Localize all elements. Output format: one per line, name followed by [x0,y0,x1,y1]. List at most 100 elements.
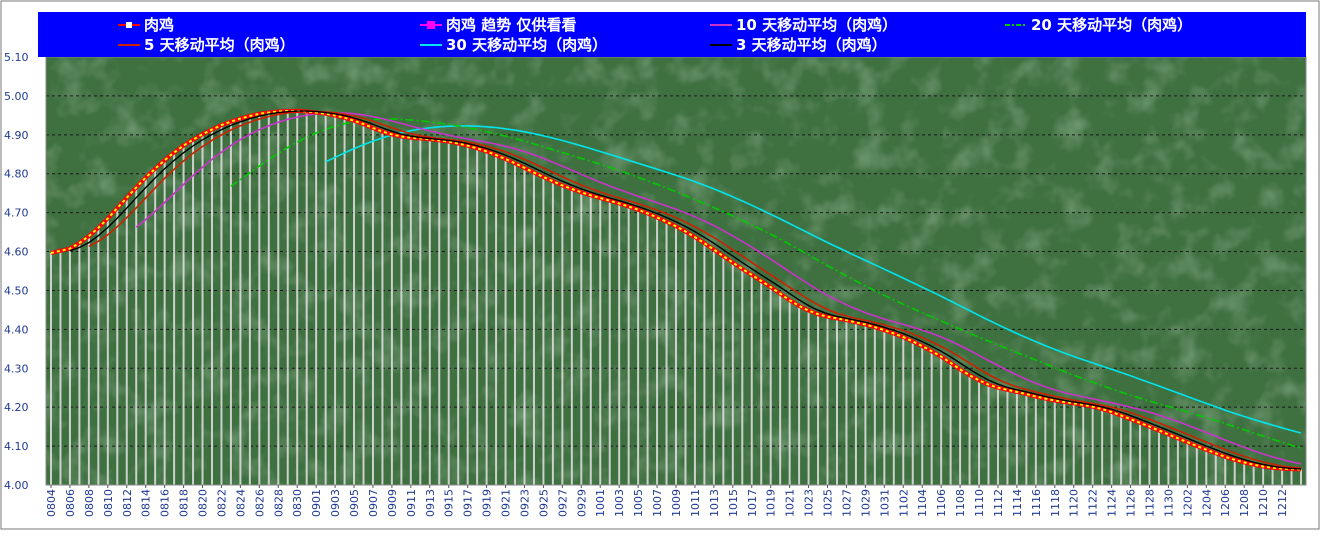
price-bar [779,293,782,485]
x-tick-label: 0911 [405,489,418,517]
price-bar [1025,394,1028,485]
ma30-line [325,125,1302,434]
price-bar [1120,415,1123,485]
price-bar [495,155,498,485]
price-bar [892,333,895,485]
price-bar [817,314,820,485]
price-bar [608,200,611,485]
price-bar [485,151,488,485]
x-tick-label: 1128 [1143,489,1156,517]
legend-label: 肉鸡 [144,16,174,34]
x-tick-label: 1124 [1106,489,1119,517]
price-bar [627,206,630,485]
x-axis: 0804 0806 0808 0810 0812 0814 0816 0818 0820 0822… [45,485,1289,517]
x-tick-label: 0818 [178,489,191,517]
price-bar [106,218,109,485]
price-bar [1110,412,1113,485]
price-bar [703,243,706,485]
x-tick-label: 0905 [348,489,361,517]
price-bar [248,115,251,485]
price-bar [116,207,119,485]
price-bar [1214,453,1217,485]
price-bar [921,346,924,485]
x-tick-label: 0919 [481,489,494,517]
x-tick-label: 1021 [784,489,797,517]
price-bar [580,192,583,485]
price-bar [760,280,763,485]
x-tick-label: 1108 [954,489,967,517]
price-bar [646,213,649,485]
price-bar [1195,445,1198,485]
legend-label: 10 天移动平均（肉鸡） [736,16,897,34]
legend-label: 30 天移动平均（肉鸡） [446,36,607,54]
x-tick-label: 1106 [935,489,948,517]
x-tick-label: 1104 [916,489,929,517]
y-tick-label: 4.90 [4,129,29,142]
price-bar [315,112,318,485]
price-bar [1224,456,1227,485]
x-tick-label: 1122 [1087,489,1100,517]
y-tick-label: 4.30 [4,362,29,375]
x-tick-label: 1114 [1011,489,1024,517]
x-tick-label: 1102 [897,489,910,517]
price-bar [381,131,384,485]
price-bar [675,226,677,485]
price-bar [504,159,507,485]
price-bar [712,249,715,485]
price-bar [523,167,526,485]
ma20-line [230,118,1302,449]
x-tick-label: 0923 [518,489,531,517]
price-bar [68,248,71,485]
price-bar [637,209,640,485]
price-bar [438,140,441,485]
x-tick-label: 1126 [1125,489,1138,517]
x-tick-label: 0921 [500,489,513,517]
x-tick-label: 0907 [367,489,380,517]
price-bar [267,112,270,485]
price-bar [1205,449,1208,485]
price-bar [135,187,138,485]
price-bar [1281,468,1284,485]
price-bar [1186,442,1189,485]
price-bar [731,262,734,485]
x-tick-label: 0828 [272,489,285,517]
price-bar [343,117,346,485]
price-bar [542,177,545,485]
price-bar [1176,438,1179,485]
price-bar [305,111,308,485]
price-bar [618,203,621,485]
price-bar [400,136,403,485]
legend-item-ma30: 30 天移动平均（肉鸡） [420,36,607,54]
price-bar [1139,422,1142,485]
legend-label: 20 天移动平均（肉鸡） [1031,16,1192,34]
price-bar [1006,389,1009,485]
price-bar [447,141,450,485]
ma3-line [69,110,1302,470]
price-bar [59,250,62,485]
price-bar [220,125,223,485]
x-tick-label: 0804 [45,489,58,517]
x-tick-label: 1027 [840,489,853,517]
price-bar [476,148,479,485]
y-tick-label: 4.00 [4,479,29,492]
price-bar [561,185,564,485]
price-bar [987,384,990,485]
legend-item-trend: 肉鸡 趋势 仅供看看 [420,16,576,34]
price-bar [1034,396,1037,485]
x-tick-label: 1118 [1049,489,1062,517]
price-bar [1233,459,1236,485]
price-bar [258,113,261,485]
y-tick-label: 5.10 [4,51,29,64]
x-tick-label: 0915 [443,489,456,517]
price-bar [741,268,744,485]
price-bar [807,310,810,485]
y-tick-label: 5.00 [4,90,29,103]
x-tick-label: 0909 [386,489,399,517]
price-bar [1044,398,1047,485]
x-tick-label: 0925 [537,489,550,517]
price-bar [940,356,943,485]
x-tick-label: 0810 [102,489,115,517]
x-tick-label: 0917 [462,489,475,517]
price-bar [769,287,772,485]
